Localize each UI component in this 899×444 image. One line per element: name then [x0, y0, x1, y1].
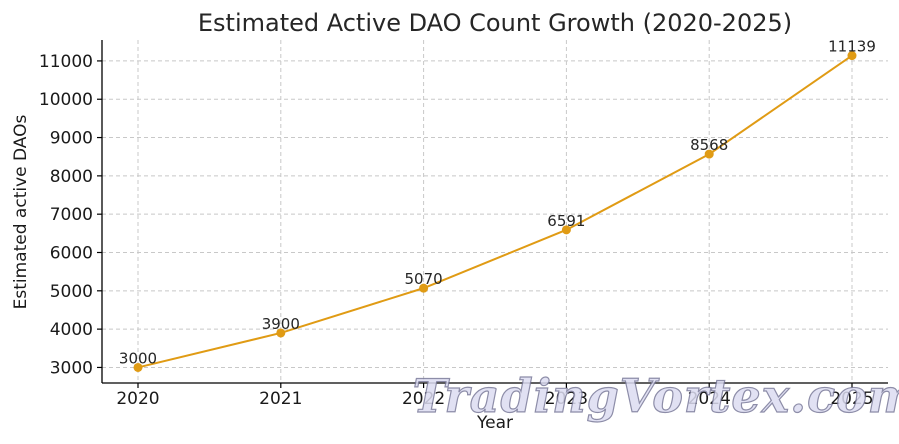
watermark-text: TradingVortex.com [413, 369, 899, 423]
grid-lines [102, 40, 888, 383]
data-label: 11139 [828, 38, 876, 56]
x-tick-label: 2025 [830, 389, 873, 409]
data-label: 5070 [405, 270, 443, 288]
y-tick-label: 8000 [50, 167, 93, 187]
y-tick-label: 5000 [50, 282, 93, 302]
x-axis-label: Year [476, 413, 513, 433]
y-axis-ticks: 3000 4000 5000 6000 7000 8000 9000 10000 11000 [39, 52, 102, 378]
y-tick-label: 7000 [50, 205, 93, 225]
data-label: 6591 [547, 212, 585, 230]
y-tick-label: 10000 [39, 90, 93, 110]
data-points [133, 51, 857, 372]
x-tick-label: 2023 [545, 389, 588, 409]
data-point [847, 51, 857, 61]
x-tick-label: 2022 [402, 389, 445, 409]
x-tick-label: 2021 [259, 389, 302, 409]
data-labels: 3000 3900 5070 6591 8568 11139 [119, 38, 876, 368]
data-point [133, 362, 143, 372]
y-tick-label: 11000 [39, 52, 93, 72]
x-tick-label: 2024 [688, 389, 731, 409]
data-label: 3900 [262, 315, 300, 333]
y-tick-label: 6000 [50, 243, 93, 263]
y-tick-label: 4000 [50, 320, 93, 340]
x-tick-label: 2020 [116, 389, 159, 409]
data-label: 3000 [119, 349, 157, 367]
series-line [137, 54, 853, 369]
data-point [704, 149, 714, 159]
data-point [419, 283, 429, 293]
x-axis-ticks: 2020 2021 2022 2023 2024 2025 [116, 383, 874, 409]
data-label: 8568 [690, 136, 728, 154]
y-tick-label: 3000 [50, 358, 93, 378]
y-tick-label: 9000 [50, 129, 93, 149]
data-point [561, 225, 571, 235]
data-point [276, 328, 286, 338]
y-axis-label: Estimated active DAOs [11, 115, 31, 310]
chart-title: Estimated Active DAO Count Growth (2020-… [198, 9, 792, 37]
